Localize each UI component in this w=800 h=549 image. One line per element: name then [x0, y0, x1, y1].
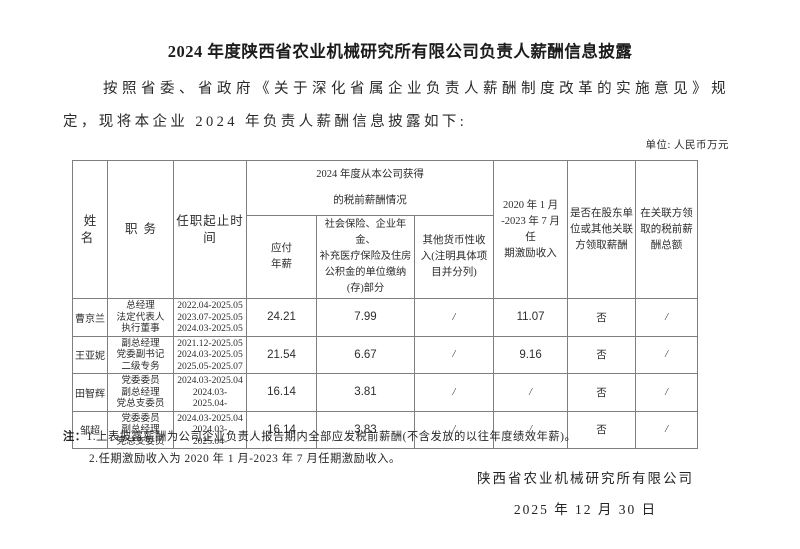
cell-related-party-total: / [635, 335, 699, 374]
col-header-other-income: 其他货币性收 入(注明具体项 目并分列) [413, 215, 495, 299]
cell-name: 王亚妮 [72, 335, 108, 374]
cell-social-insurance: 7.99 [316, 298, 415, 337]
table-row: 田智辉 党委委员 副总经理 党总支委员 2024.03-2025.04 2024… [72, 373, 699, 412]
cell-social-insurance: 3.81 [316, 373, 415, 412]
footnote-1-text: 1.上表披露薪酬为公司企业负责人报告期内全部应发税前薪酬(不含发放的以往年度绩效… [86, 431, 577, 443]
cell-name: 田智辉 [72, 373, 108, 412]
cell-position: 党委委员 副总经理 党总支委员 [107, 373, 174, 412]
salary-disclosure-table: 姓名 职务 任职起止时 间 2024 年度从本公司获得 的税前薪酬情况 2020… [72, 160, 699, 449]
signature-date: 2025 年 12 月 30 日 [513, 502, 658, 517]
cell-shareholder-pay: 否 [567, 410, 637, 449]
cell-name: 邹超 [72, 410, 108, 449]
col-header-position: 职务 [107, 160, 174, 299]
cell-related-party-total: / [635, 373, 699, 412]
footnote-label: 注： [63, 431, 87, 443]
col-header-shareholder-pay: 是否在股东单 位或其他关联 方领取薪酬 [567, 160, 637, 299]
cell-position: 总经理 法定代表人 执行董事 [107, 298, 174, 337]
table-header-row-2: 应付 年薪 社会保险、企业年金、 补充医疗保险及住房 公积金的单位缴纳 (存)部… [73, 215, 698, 299]
col-header-term: 任职起止时 间 [173, 160, 247, 299]
col-header-related-party-total: 在关联方领 取的税前薪 酬总额 [635, 160, 699, 299]
cell-shareholder-pay: 否 [567, 373, 637, 412]
cell-payable-salary: 24.21 [246, 298, 317, 337]
col-header-social-insurance: 社会保险、企业年金、 补充医疗保险及住房 公积金的单位缴纳 (存)部分 [316, 215, 415, 299]
cell-tenure-incentive: 11.07 [493, 298, 569, 337]
cell-term: 2021.12-2025.05 2024.03-2025.05 2025.05-… [173, 335, 247, 374]
footnote-1: 注：1.上表披露薪酬为公司企业负责人报告期内全部应发税前薪酬(不含发放的以往年度… [63, 426, 743, 448]
cell-related-party-total: / [635, 298, 699, 337]
cell-payable-salary: 21.54 [246, 335, 317, 374]
col-header-2024-pretax-group: 2024 年度从本公司获得 的税前薪酬情况 [245, 160, 495, 216]
col-header-name: 姓名 [72, 160, 108, 299]
cell-name: 曹京兰 [72, 298, 108, 337]
cell-tenure-incentive: / [493, 410, 569, 449]
cell-position: 副总经理 党委副书记 二级专务 [107, 335, 174, 374]
cell-tenure-incentive: 9.16 [493, 335, 569, 374]
cell-tenure-incentive: / [493, 373, 569, 412]
table-row: 曹京兰 总经理 法定代表人 执行董事 2022.04-2025.05 2023.… [72, 298, 699, 337]
cell-position: 党委委员 副总经理 党总支委员 [107, 410, 174, 449]
unit-label: 单位: 人民币万元 [645, 140, 729, 151]
cell-term: 2024.03-2025.04 2024.03- 2025.04- [173, 373, 247, 412]
cell-other-income: / [413, 298, 495, 337]
cell-term: 2024.03-2025.04 2024.03- 2025.04- [173, 410, 247, 449]
cell-shareholder-pay: 否 [567, 335, 637, 374]
footnotes: 注：1.上表披露薪酬为公司企业负责人报告期内全部应发税前薪酬(不含发放的以往年度… [63, 426, 743, 470]
footnote-2: 2.任期激励收入为 2020 年 1 月-2023 年 7 月任期激励收入。 [89, 453, 401, 465]
signature-block: 陕西省农业机械研究所有限公司 2025 年 12 月 30 日 [477, 463, 694, 525]
cell-related-party-total: / [635, 410, 699, 449]
col-header-tenure-incentive: 2020 年 1 月 -2023 年 7 月任 期激励收入 [493, 160, 569, 299]
intro-paragraph: 按照省委、省政府《关于深化省属企业负责人薪酬制度改革的实施意见》规定，现将本企业… [63, 81, 729, 130]
cell-social-insurance: 3.83 [316, 410, 415, 449]
cell-term: 2022.04-2025.05 2023.07-2025.05 2024.03-… [173, 298, 247, 337]
table-row: 王亚妮 副总经理 党委副书记 二级专务 2021.12-2025.05 2024… [72, 335, 699, 374]
signature-company: 陕西省农业机械研究所有限公司 [477, 471, 694, 486]
cell-other-income: / [413, 410, 495, 449]
col-header-payable-salary: 应付 年薪 [246, 215, 317, 299]
cell-other-income: / [413, 335, 495, 374]
cell-payable-salary: 16.14 [246, 373, 317, 412]
table-row: 邹超 党委委员 副总经理 党总支委员 2024.03-2025.04 2024.… [72, 410, 699, 449]
table-header-row-1: 姓名 职务 任职起止时 间 2024 年度从本公司获得 的税前薪酬情况 2020… [72, 160, 699, 299]
cell-shareholder-pay: 否 [567, 298, 637, 337]
cell-social-insurance: 6.67 [316, 335, 415, 374]
cell-payable-salary: 16.14 [246, 410, 317, 449]
cell-other-income: / [413, 373, 495, 412]
page-title: 2024 年度陕西省农业机械研究所有限公司负责人薪酬信息披露 [167, 42, 633, 61]
